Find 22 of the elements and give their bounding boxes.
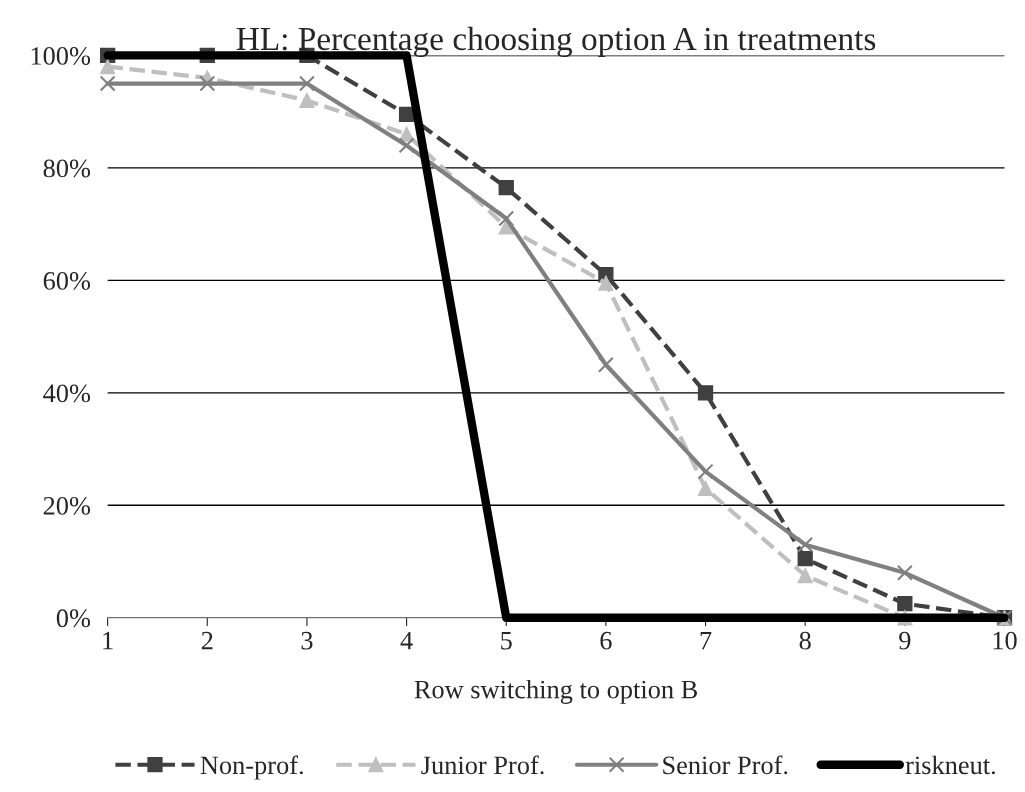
x-tick-label: 6 [600,631,612,650]
y-tick-label: 80% [43,159,91,178]
chart-title: HL: Percentage choosing option A in treatments [236,26,876,58]
x-tick-label: 2 [201,631,213,650]
x-tick-label: 10 [993,631,1017,650]
y-tick-label: 100% [31,47,91,65]
x-tick-label: 9 [899,631,911,650]
x-tick-label: 3 [301,631,313,650]
x-tick-label: 8 [799,631,811,650]
x-axis-title: Row switching to option B [414,679,697,704]
legend-label: Senior Prof. [663,755,788,775]
y-tick-label: 40% [43,384,91,403]
legend-label: riskneut. [905,755,995,775]
x-tick-label: 4 [400,631,413,650]
legend-label: Junior Prof. [421,755,544,775]
y-tick-label: 20% [43,496,91,515]
x-tick-label: 1 [103,631,113,650]
legend-label: Non-prof. [200,755,303,780]
x-tick-label: 7 [700,631,712,650]
y-tick-label: 60% [43,271,91,290]
x-tick-label: 5 [501,631,512,650]
y-tick-label: 0% [56,609,91,628]
